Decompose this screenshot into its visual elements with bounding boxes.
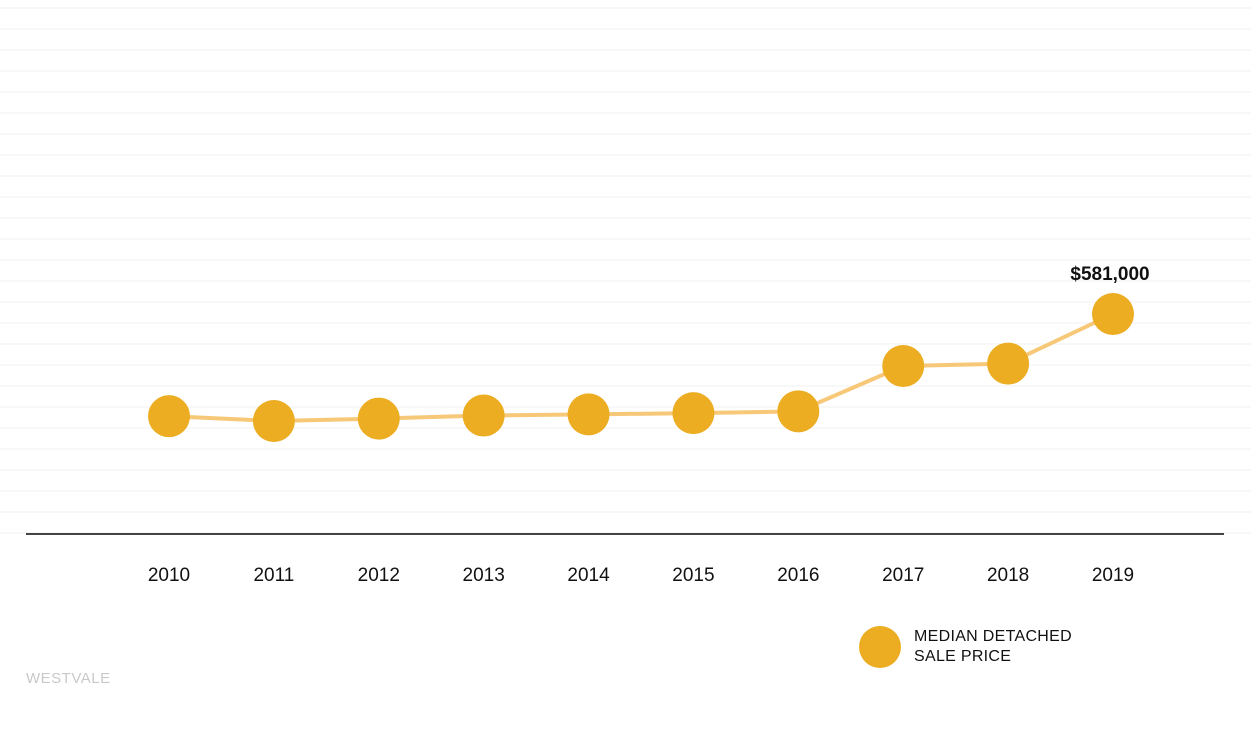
x-tick-label-2012: 2012 bbox=[358, 565, 400, 586]
data-point-2010 bbox=[148, 395, 190, 438]
data-point-2011 bbox=[252, 400, 295, 442]
legend-label-line2: SALE PRICE bbox=[914, 648, 1012, 665]
data-point-2014 bbox=[567, 393, 610, 436]
data-point-2017 bbox=[882, 344, 925, 387]
series-line bbox=[168, 312, 1114, 423]
x-tick-label-2018: 2018 bbox=[987, 565, 1029, 586]
x-tick-label-2013: 2013 bbox=[463, 565, 505, 586]
legend-marker-icon bbox=[859, 626, 901, 668]
data-annotations: $581,000 bbox=[1070, 264, 1149, 285]
data-point-2018 bbox=[987, 342, 1030, 385]
legend-label-line1: MEDIAN DETACHED bbox=[914, 628, 1072, 645]
x-tick-label-2019: 2019 bbox=[1092, 565, 1134, 586]
x-tick-labels: 2010 2011 2012 2013 2014 2015 2016 2017 2018 2019 bbox=[148, 565, 1134, 586]
legend-label: MEDIAN DETACHED SALE PRICE bbox=[914, 627, 1072, 667]
x-tick-label-2014: 2014 bbox=[567, 565, 610, 586]
data-point-2012 bbox=[357, 397, 400, 440]
legend: MEDIAN DETACHED SALE PRICE bbox=[859, 626, 1072, 668]
x-tick-label-2015: 2015 bbox=[672, 565, 714, 586]
data-point-2019 bbox=[1092, 293, 1134, 335]
data-label-2019: $581,000 bbox=[1070, 264, 1149, 285]
grid-lines bbox=[0, 7, 1251, 534]
x-tick-label-2011: 2011 bbox=[253, 565, 294, 586]
data-point-2016 bbox=[777, 390, 820, 433]
x-tick-label-2017: 2017 bbox=[882, 565, 924, 586]
x-tick-label-2010: 2010 bbox=[148, 565, 190, 586]
data-point-2015 bbox=[672, 392, 715, 435]
data-markers bbox=[148, 293, 1134, 442]
data-point-2013 bbox=[462, 394, 505, 437]
brand-watermark: WESTVALE bbox=[26, 670, 111, 687]
x-tick-label-2016: 2016 bbox=[777, 565, 819, 586]
